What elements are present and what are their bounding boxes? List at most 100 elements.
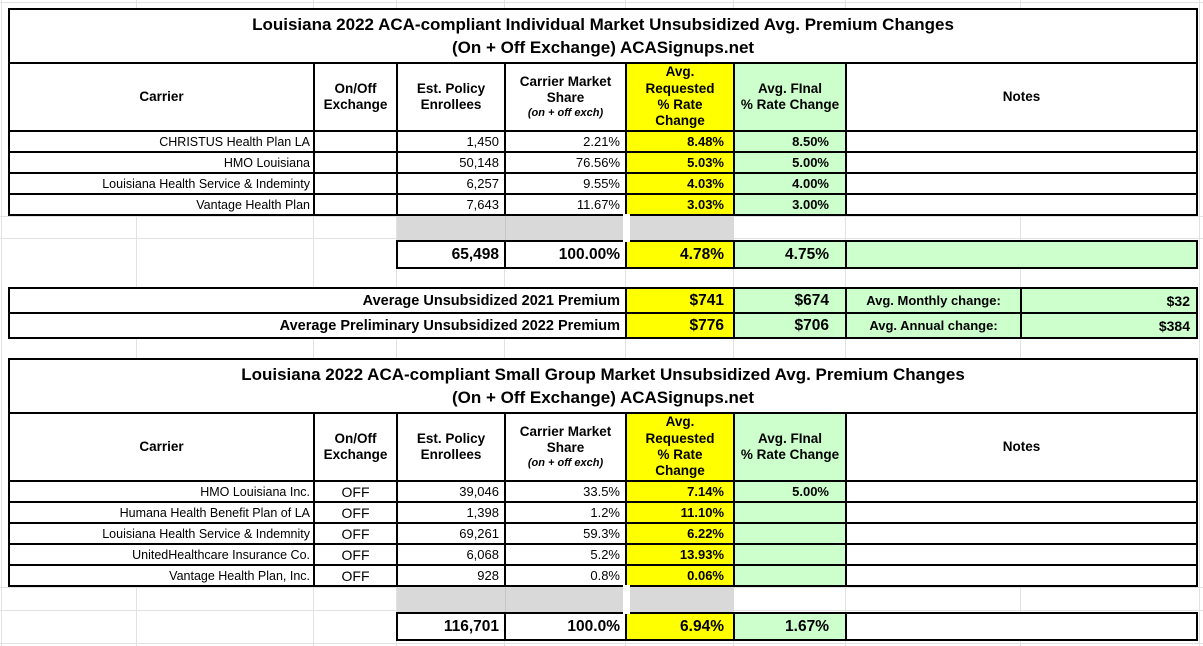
cell-enrollees[interactable]: 1,398 (396, 501, 506, 524)
cell-market-share[interactable]: 9.55% (504, 172, 627, 195)
summary-change-value[interactable]: $32 (1020, 287, 1198, 314)
cell-notes[interactable] (844, 543, 1199, 566)
cell-requested-rate[interactable]: 11.10% (625, 501, 735, 524)
header-exchange[interactable]: On/Off Exchange (313, 412, 398, 482)
cell-final-rate[interactable]: 5.00% (733, 480, 847, 503)
cell-blank-gray[interactable] (622, 586, 734, 613)
cell-carrier[interactable]: UnitedHealthcare Insurance Co. (8, 543, 315, 566)
cell-market-share[interactable]: 11.67% (504, 193, 627, 216)
cell-enrollees[interactable]: 7,643 (396, 193, 506, 216)
cell-market-share[interactable]: 2.21% (504, 130, 627, 153)
total-enrollees[interactable]: 65,498 (396, 240, 506, 269)
cell-carrier[interactable]: CHRISTUS Health Plan LA (8, 130, 315, 153)
cell-blank[interactable] (734, 215, 846, 241)
total-requested-rate[interactable]: 4.78% (625, 240, 735, 269)
cell-final-rate[interactable] (733, 501, 847, 524)
cell-blank[interactable] (314, 586, 397, 613)
summary-final-premium[interactable]: $706 (733, 312, 847, 339)
cell-requested-rate[interactable]: 5.03% (625, 151, 735, 174)
cell-blank-gray[interactable] (397, 586, 506, 613)
cell-notes[interactable] (844, 501, 1199, 524)
header-exchange[interactable]: On/Off Exchange (313, 62, 398, 132)
header-enrollees[interactable]: Est. Policy Enrollees (396, 62, 506, 132)
cell-market-share[interactable]: 76.56% (504, 151, 627, 174)
total-market-share[interactable]: 100.0% (504, 612, 627, 641)
cell-blank[interactable] (9, 215, 314, 241)
cell-final-rate[interactable] (733, 522, 847, 545)
cell-blank-gray[interactable] (397, 215, 506, 241)
cell-carrier[interactable]: Vantage Health Plan (8, 193, 315, 216)
cell-notes[interactable] (844, 522, 1199, 545)
summary-label[interactable]: Average Unsubsidized 2021 Premium (8, 287, 627, 314)
header-enrollees[interactable]: Est. Policy Enrollees (396, 412, 506, 482)
cell-exchange[interactable]: OFF (313, 522, 398, 545)
cell-enrollees[interactable]: 39,046 (396, 480, 506, 503)
cell-notes[interactable] (844, 172, 1199, 195)
cell-blank[interactable] (734, 586, 846, 613)
cell-requested-rate[interactable]: 13.93% (625, 543, 735, 566)
cell-notes[interactable] (844, 564, 1199, 587)
cell-blank-gray[interactable] (505, 586, 626, 613)
cell-market-share[interactable]: 5.2% (504, 543, 627, 566)
cell-blank[interactable] (846, 586, 1197, 613)
header-carrier[interactable]: Carrier (8, 62, 315, 132)
cell-final-rate[interactable]: 5.00% (733, 151, 847, 174)
cell-enrollees[interactable]: 50,148 (396, 151, 506, 174)
cell-final-rate[interactable] (733, 564, 847, 587)
cell-enrollees[interactable]: 6,257 (396, 172, 506, 195)
total-market-share[interactable]: 100.00% (504, 240, 627, 269)
summary-change-label[interactable]: Avg. Monthly change: (845, 287, 1022, 314)
header-notes[interactable]: Notes (844, 62, 1199, 132)
header-final-rate[interactable]: Avg. FInal % Rate Change (733, 62, 847, 132)
cell-carrier[interactable]: HMO Louisiana Inc. (8, 480, 315, 503)
cell-enrollees[interactable]: 6,068 (396, 543, 506, 566)
header-market-share[interactable]: Carrier Market Share (on + off exch) (504, 62, 627, 132)
total-final-rate[interactable]: 1.67% (733, 612, 847, 641)
cell-blank[interactable] (9, 613, 314, 640)
cell-blank[interactable] (9, 241, 314, 268)
cell-blank[interactable] (846, 215, 1197, 241)
summary-change-label[interactable]: Avg. Annual change: (845, 312, 1022, 339)
cell-exchange[interactable] (313, 172, 398, 195)
cell-exchange[interactable]: OFF (313, 501, 398, 524)
cell-market-share[interactable]: 33.5% (504, 480, 627, 503)
cell-enrollees[interactable]: 69,261 (396, 522, 506, 545)
cell-carrier[interactable]: Louisiana Health Service & Indemnity (8, 522, 315, 545)
header-notes[interactable]: Notes (844, 412, 1199, 482)
cell-enrollees[interactable]: 1,450 (396, 130, 506, 153)
cell-blank[interactable] (314, 215, 397, 241)
total-notes[interactable] (844, 612, 1199, 641)
cell-carrier[interactable]: Vantage Health Plan, Inc. (8, 564, 315, 587)
cell-notes[interactable] (844, 130, 1199, 153)
cell-blank-gray[interactable] (505, 215, 626, 241)
cell-carrier[interactable]: Louisiana Health Service & Indeminty (8, 172, 315, 195)
table-title-cell[interactable]: Louisiana 2022 ACA-compliant Small Group… (7, 358, 1199, 414)
cell-blank-gray[interactable] (622, 215, 734, 241)
cell-market-share[interactable]: 1.2% (504, 501, 627, 524)
cell-exchange[interactable]: OFF (313, 480, 398, 503)
cell-final-rate[interactable]: 8.50% (733, 130, 847, 153)
cell-exchange[interactable] (313, 151, 398, 174)
cell-carrier[interactable]: Humana Health Benefit Plan of LA (8, 501, 315, 524)
summary-final-premium[interactable]: $674 (733, 287, 847, 314)
header-requested-rate[interactable]: Avg. Requested % Rate Change (625, 62, 735, 132)
cell-requested-rate[interactable]: 4.03% (625, 172, 735, 195)
cell-requested-rate[interactable]: 6.22% (625, 522, 735, 545)
cell-blank[interactable] (9, 586, 314, 613)
summary-label[interactable]: Average Preliminary Unsubsidized 2022 Pr… (8, 312, 627, 339)
header-final-rate[interactable]: Avg. FInal % Rate Change (733, 412, 847, 482)
cell-final-rate[interactable] (733, 543, 847, 566)
cell-requested-rate[interactable]: 0.06% (625, 564, 735, 587)
cell-carrier[interactable]: HMO Louisiana (8, 151, 315, 174)
total-final-rate[interactable]: 4.75% (733, 240, 847, 269)
header-requested-rate[interactable]: Avg. Requested % Rate Change (625, 412, 735, 482)
cell-notes[interactable] (844, 480, 1199, 503)
cell-requested-rate[interactable]: 8.48% (625, 130, 735, 153)
summary-change-value[interactable]: $384 (1020, 312, 1198, 339)
total-enrollees[interactable]: 116,701 (396, 612, 506, 641)
cell-requested-rate[interactable]: 3.03% (625, 193, 735, 216)
cell-notes[interactable] (844, 193, 1199, 216)
cell-final-rate[interactable]: 4.00% (733, 172, 847, 195)
cell-exchange[interactable]: OFF (313, 564, 398, 587)
cell-exchange[interactable]: OFF (313, 543, 398, 566)
